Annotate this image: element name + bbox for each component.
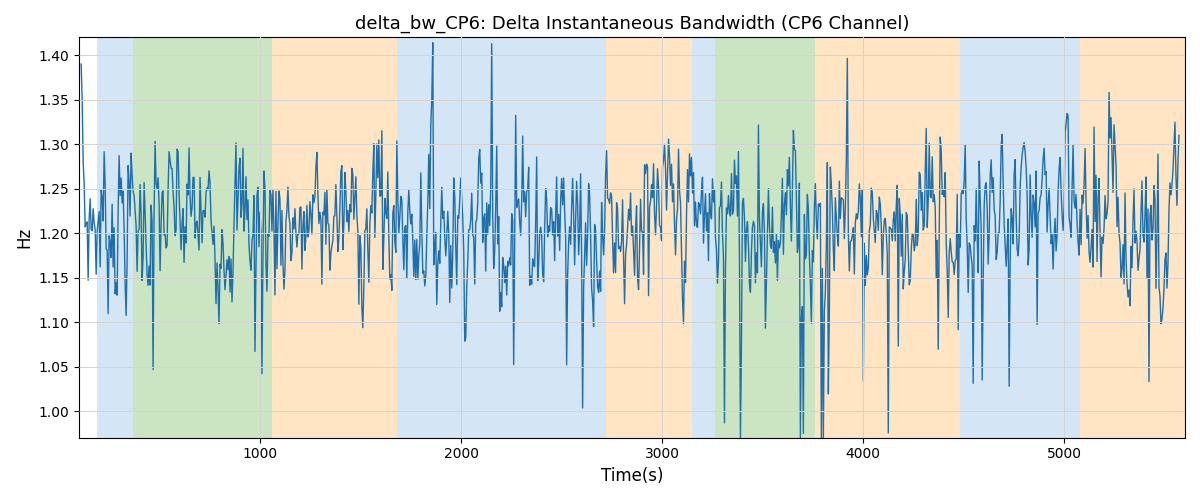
Bar bbox=[692, 38, 714, 438]
Bar bbox=[815, 38, 960, 438]
X-axis label: Time(s): Time(s) bbox=[601, 467, 664, 485]
Bar bbox=[97, 38, 133, 438]
Bar bbox=[714, 38, 815, 438]
Bar bbox=[960, 38, 1080, 438]
Bar bbox=[606, 38, 692, 438]
Bar bbox=[133, 38, 272, 438]
Title: delta_bw_CP6: Delta Instantaneous Bandwidth (CP6 Channel): delta_bw_CP6: Delta Instantaneous Bandwi… bbox=[355, 15, 910, 34]
Y-axis label: Hz: Hz bbox=[14, 227, 32, 248]
Bar bbox=[397, 38, 606, 438]
Bar bbox=[272, 38, 397, 438]
Bar bbox=[1080, 38, 1186, 438]
